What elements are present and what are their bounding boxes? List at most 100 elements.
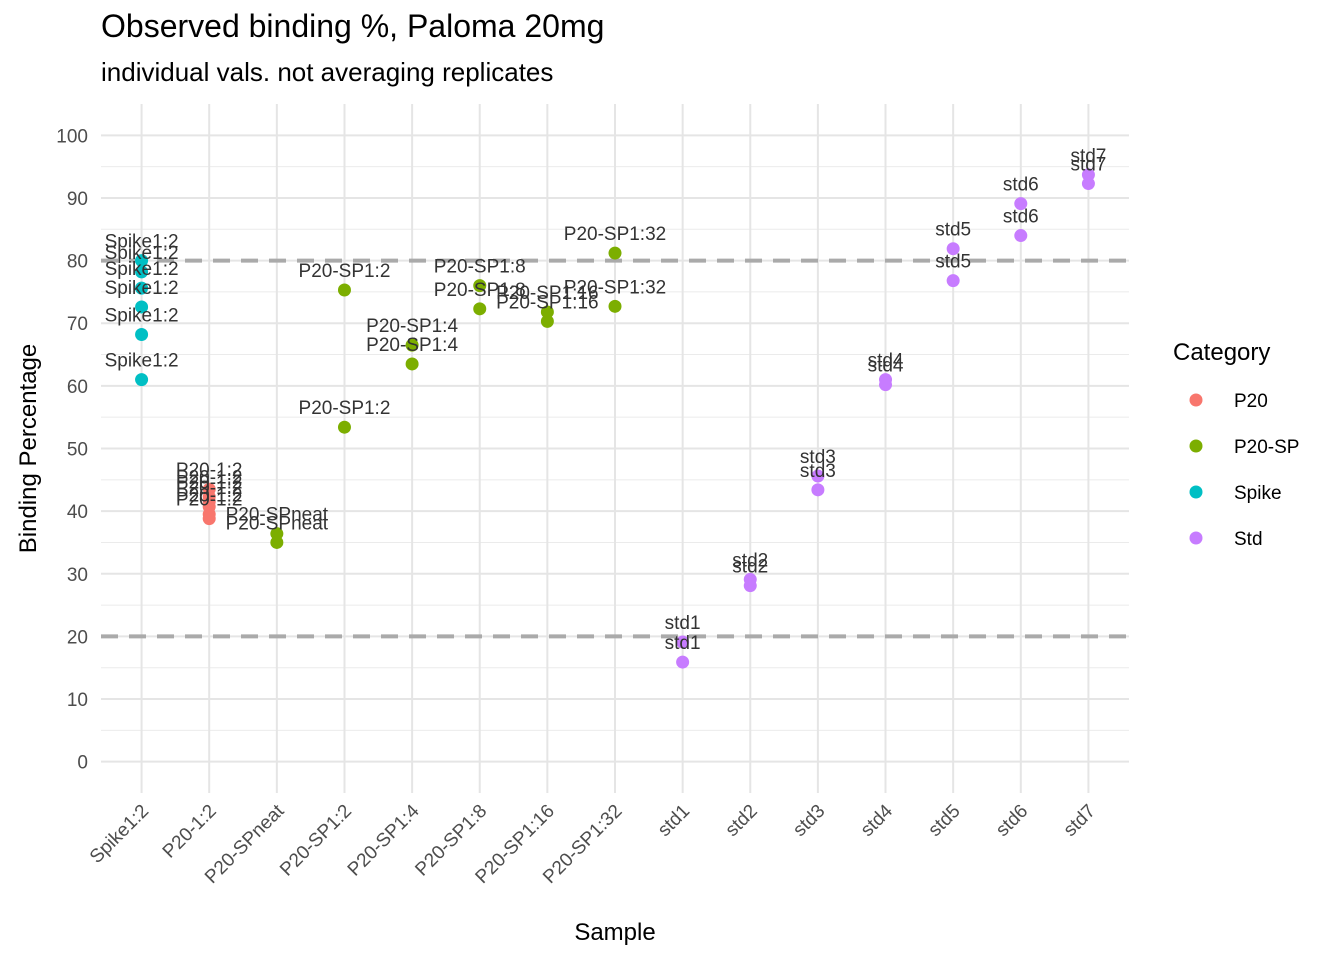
legend: Category P20 P20-SP Spike Std	[1173, 339, 1299, 550]
y-tick-label: 30	[67, 565, 88, 586]
chart-subtitle: individual vals. not averaging replicate…	[101, 57, 554, 87]
data-label: std4	[868, 351, 904, 372]
y-tick-label: 80	[67, 252, 88, 273]
data-label: std3	[800, 461, 836, 482]
legend-title: Category	[1173, 339, 1270, 366]
data-point-std	[811, 483, 825, 497]
data-label: std3	[800, 447, 836, 468]
data-point-p20-sp	[337, 420, 351, 434]
data-point-p20-sp	[270, 535, 284, 549]
data-point-spike	[135, 254, 149, 268]
data-label: P20-1:2	[176, 460, 243, 481]
data-point-std	[811, 469, 825, 483]
y-axis-title: Binding Percentage	[15, 344, 42, 553]
data-label: Spike1:2	[105, 232, 179, 253]
data-label: Spike1:2	[105, 306, 179, 327]
x-tick-label-std4: std4	[857, 800, 898, 841]
x-axis-title: Sample	[574, 919, 655, 946]
data-point-p20-sp	[473, 302, 487, 316]
data-label: P20-SP1:2	[299, 261, 391, 282]
data-point-std	[676, 655, 690, 669]
data-label: std7	[1070, 146, 1106, 167]
legend-key-p20-sp	[1189, 439, 1203, 453]
data-point-spike	[135, 281, 149, 295]
x-tick-label-spike1-2: Spike1:2	[86, 801, 153, 868]
reference-lines	[101, 258, 1129, 639]
y-tick-label: 70	[67, 314, 88, 335]
data-label: std6	[1003, 207, 1039, 228]
data-label: P20-SP1:32	[564, 277, 666, 298]
x-tick-label-std5: std5	[924, 801, 964, 841]
x-tick-label-std1: std1	[654, 801, 694, 841]
data-point-spike	[135, 328, 149, 342]
data-label: Spike1:2	[105, 278, 179, 299]
data-point-p20-sp	[540, 314, 554, 328]
y-tick-label: 20	[67, 627, 88, 648]
data-label: P20-1:2	[176, 490, 243, 511]
legend-label-p20-sp: P20-SP	[1234, 437, 1299, 458]
data-point-std	[1014, 229, 1028, 243]
data-label: P20-SP1:32	[564, 224, 666, 245]
point-labels: P20-1:2P20-1:2P20-1:2P20-1:2P20-1:2P20-1…	[105, 146, 1107, 654]
y-tick-label: 50	[67, 440, 88, 461]
y-tick-label: 0	[77, 753, 88, 774]
data-label: P20-SPneat	[226, 505, 329, 526]
data-point-p20-sp	[540, 305, 554, 319]
data-point-std	[1014, 197, 1028, 211]
data-label: P20-1:2	[176, 468, 243, 489]
data-point-spike	[135, 300, 149, 314]
legend-key-p20	[1189, 393, 1203, 407]
x-axis-ticks: Spike1:2 P20-1:2P20-SPneatP20-SP1:2P20-SP…	[86, 800, 1100, 888]
data-label: std5	[935, 220, 971, 241]
data-label: P20-SP1:16	[496, 283, 598, 304]
y-tick-label: 40	[67, 502, 88, 523]
x-tick-label-p20-sp1-2: P20-SP1:2	[276, 801, 356, 881]
data-label: Spike1:2	[105, 243, 179, 264]
data-label: P20-SPneat	[226, 513, 329, 534]
x-tick-label-std6: std6	[992, 801, 1032, 841]
x-tick-label-std7: std7	[1060, 801, 1100, 841]
data-label: std7	[1070, 155, 1106, 176]
data-label: P20-SP1:4	[366, 335, 458, 356]
data-label: P20-1:2	[176, 478, 243, 499]
data-label: P20-SP1:2	[299, 398, 391, 419]
data-label: std1	[665, 613, 701, 634]
data-label: P20-SP1:8	[434, 257, 526, 278]
data-point-std	[946, 274, 960, 288]
grid-layer	[101, 104, 1129, 793]
data-point-std	[1081, 177, 1095, 191]
data-point-p20-sp	[608, 246, 622, 260]
x-tick-label-std2: std2	[722, 801, 762, 841]
x-tick-label-p20-sp1-4: P20-SP1:4	[344, 800, 424, 880]
data-point-p20-sp	[405, 338, 419, 352]
x-tick-label-p20-1-2: P20-1:2	[159, 801, 221, 863]
data-label: P20-1:2	[176, 485, 243, 506]
data-point-std	[946, 242, 960, 256]
legend-label-p20: P20	[1234, 391, 1268, 412]
data-point-p20-sp	[608, 299, 622, 313]
legend-key-std	[1189, 531, 1203, 545]
data-label: Spike1:2	[105, 351, 179, 372]
y-tick-label: 90	[67, 189, 88, 210]
data-point-std	[676, 635, 690, 649]
data-point-std	[879, 378, 893, 392]
data-label: P20-SP1:16	[496, 292, 598, 313]
legend-key-spike	[1189, 485, 1203, 499]
data-label: P20-SP1:4	[366, 316, 458, 337]
data-label: P20-1:2	[176, 473, 243, 494]
data-points	[135, 168, 1095, 669]
data-point-std	[743, 579, 757, 593]
data-point-p20-sp	[405, 357, 419, 371]
data-label: std2	[732, 550, 768, 571]
data-point-spike	[135, 265, 149, 279]
x-tick-label-std3: std3	[789, 801, 829, 841]
y-tick-label: 60	[67, 377, 88, 398]
data-point-p20	[202, 512, 216, 526]
data-label: Spike1:2	[105, 259, 179, 280]
data-point-p20-sp	[337, 283, 351, 297]
data-label: std5	[935, 252, 971, 273]
data-label: std2	[732, 557, 768, 578]
chart-title: Observed binding %, Paloma 20mg	[101, 8, 605, 44]
data-label: std1	[665, 633, 701, 654]
